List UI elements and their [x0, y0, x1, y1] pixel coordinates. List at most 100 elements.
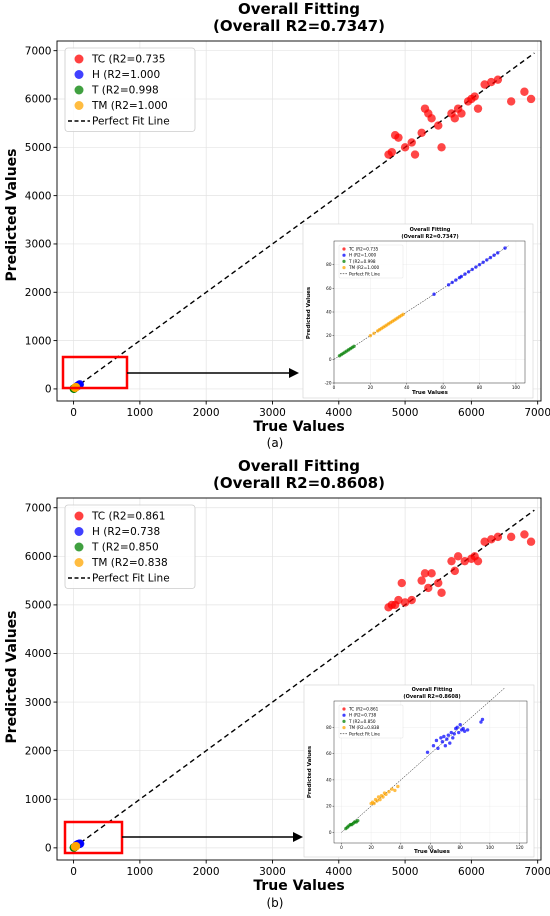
panel-b-point-series-0 — [437, 588, 446, 597]
panel-a-point-series-0 — [437, 143, 446, 152]
panel-b: Overall Fitting (Overall R2=0.8608) 0 100… — [4, 457, 550, 910]
panel-a-inset-point-series-1 — [466, 270, 471, 274]
panel-a-inset-ylabel: Predicted Values — [306, 286, 312, 339]
panel-a-inset-y-tick-label: 20 — [326, 333, 332, 338]
panel-b-inset-point-series-3 — [378, 797, 382, 802]
panel-a-point-series-0 — [457, 109, 466, 118]
panel-b-point-series-0 — [447, 556, 456, 566]
panel-a-inset-y-tick-label: 80 — [326, 262, 332, 267]
panel-a-inset-point-series-1 — [503, 246, 507, 250]
panel-a-inset-x-tick-label: 40 — [404, 385, 410, 390]
panel-b-inset-point-series-3 — [376, 795, 381, 799]
panel-b-y-tick-label: 3000 — [25, 697, 52, 709]
panel-b-legend-marker — [74, 511, 84, 521]
panel-a-legend — [64, 47, 196, 132]
panel-a: Overall Fitting (Overall R2=0.7347) 0 100… — [4, 0, 550, 450]
panel-a-point-series-0 — [493, 75, 503, 84]
panel-b-inset-x-tick-label: 0 — [340, 845, 343, 850]
panel-b-inset-point-series-1 — [465, 728, 470, 732]
panel-a-point-series-0 — [417, 128, 426, 138]
panel-a-inset-point-series-1 — [432, 292, 436, 296]
panel-a-legend-marker — [74, 85, 84, 95]
panel-a-inset-point-series-3 — [368, 333, 373, 338]
panel-b-inset-plot: 0 20 40 60 80 100 120 0 20 40 60 80 TC (R2=0.861 H (R… — [326, 687, 528, 850]
panel-b-inset-legend — [338, 704, 404, 739]
panel-b-inset-legend-label: H (R2=0.738 — [349, 713, 377, 718]
panel-a-inset-point-series-1 — [454, 278, 458, 282]
panel-b-point-series-0 — [480, 537, 489, 546]
panel-a-inset-title-line2: (Overall R2=0.7347) — [401, 234, 458, 240]
panel-a-inset-legend-label: TC (R2=0.735 — [348, 246, 379, 251]
panel-b-title-line2: (Overall R2=0.8608) — [213, 474, 385, 492]
panel-a-inset-x-tick-label: 60 — [440, 385, 446, 390]
panel-b-inset-y-tick-label: 60 — [326, 751, 332, 756]
panel-a-inset-point-series-1 — [488, 255, 493, 260]
panel-a-inset-point-series-1 — [459, 274, 464, 279]
panel-b-inset-point-series-1 — [443, 744, 448, 748]
panel-b-y-tick-label: 7000 — [25, 502, 52, 514]
panel-b-inset-legend-label: TC (R2=0.861 — [348, 706, 379, 711]
panel-b-point-series-0 — [526, 537, 536, 546]
panel-b-inset-xlabel: True Values — [414, 849, 451, 855]
panel-b-legend-label: Perfect Fit Line — [92, 573, 170, 585]
panel-b-inset-point-series-3 — [396, 784, 400, 789]
panel-b-inset-axes-frame — [333, 700, 528, 844]
panel-a-inset-y-tick-label: 60 — [326, 286, 332, 291]
panel-a-point-series-0 — [506, 97, 516, 106]
panel-a-inset-point-series-2 — [352, 344, 356, 349]
panel-b-point-series-0 — [424, 583, 433, 593]
panel-a-y-tick-label: 1000 — [25, 335, 52, 347]
panel-a-inset-legend-label: Perfect Fit Line — [349, 271, 380, 276]
panel-b-y-tick-label: 0 — [45, 843, 52, 855]
panel-a-x-tick-label: 4000 — [325, 407, 352, 419]
panel-b-point-series-0 — [450, 566, 460, 576]
panel-b-y-tick-label: 1000 — [25, 794, 52, 806]
panel-b-point-series-0 — [487, 535, 496, 544]
panel-a-inset-point-series-1 — [496, 251, 500, 255]
panel-a-point-series-0 — [407, 138, 416, 147]
panel-b-inset-x-tick-label: 100 — [486, 845, 494, 850]
panel-a-y-tick-label: 5000 — [25, 142, 52, 154]
panel-b-legend — [64, 504, 196, 589]
panel-a-perfect-fit-line — [73, 52, 535, 390]
panel-b-inset-point-series-1 — [455, 725, 459, 729]
panel-a-inset-legend-label: H (R2=1.000 — [349, 253, 377, 258]
panel-a-inset-point-series-1 — [450, 280, 454, 285]
panel-b-inset-legend-marker — [342, 713, 346, 717]
panel-a-inset-y-tick-label: 0 — [329, 357, 332, 362]
panel-a-point-series-0 — [526, 94, 536, 104]
panel-b-inset-point-series-1 — [461, 726, 465, 731]
panel-b-inset-y-tick-label: 80 — [326, 725, 332, 730]
panel-a-legend-label: TC (R2=0.735 — [91, 54, 165, 66]
panel-a-point-series-0 — [427, 114, 436, 123]
panel-b-inset-legend-marker — [342, 719, 346, 724]
panel-b-inset-legend-label: TM (R2=0.838 — [348, 725, 380, 730]
panel-b-inset-x-tick-label: 60 — [428, 845, 434, 850]
panel-b-y-tick-label: 4000 — [25, 648, 52, 660]
panel-b-caption: (b) — [267, 896, 284, 910]
panel-b-x-tick-label: 7000 — [524, 866, 550, 878]
panel-a-legend-label: Perfect Fit Line — [92, 116, 170, 128]
panel-b-legend-marker — [74, 527, 84, 536]
panel-b-inset: Overall Fitting (Overall R2=0.8608) 0 20 4… — [303, 684, 535, 858]
panel-b-legend-label: T (R2=0.850 — [91, 542, 159, 554]
panel-a-inset-point-series-1 — [446, 283, 451, 287]
panel-b-point-series-0 — [420, 569, 430, 578]
panel-b-inset-point-series-1 — [436, 746, 440, 751]
panel-a-inset-legend-marker — [342, 266, 346, 270]
panel-a-inset-point-series-1 — [492, 253, 496, 257]
panel-a-point-series-0 — [394, 133, 403, 142]
panel-b-inset-point-series-3 — [384, 792, 388, 797]
panel-b-point-series-0 — [427, 569, 436, 578]
panel-b-inset-point-series-1 — [449, 730, 453, 735]
panel-a-title-line1: Overall Fitting — [238, 0, 360, 18]
panel-a-point-series-0 — [480, 80, 489, 89]
panel-a-point-series-0 — [520, 87, 529, 96]
panel-a-xlabel: True Values — [253, 419, 344, 435]
panel-b-point-series-3 — [71, 841, 81, 851]
panel-b-inset-point-series-1 — [451, 736, 455, 740]
panel-b-legend-label: TC (R2=0.861 — [91, 511, 165, 523]
panel-b-legend-marker — [74, 558, 84, 567]
